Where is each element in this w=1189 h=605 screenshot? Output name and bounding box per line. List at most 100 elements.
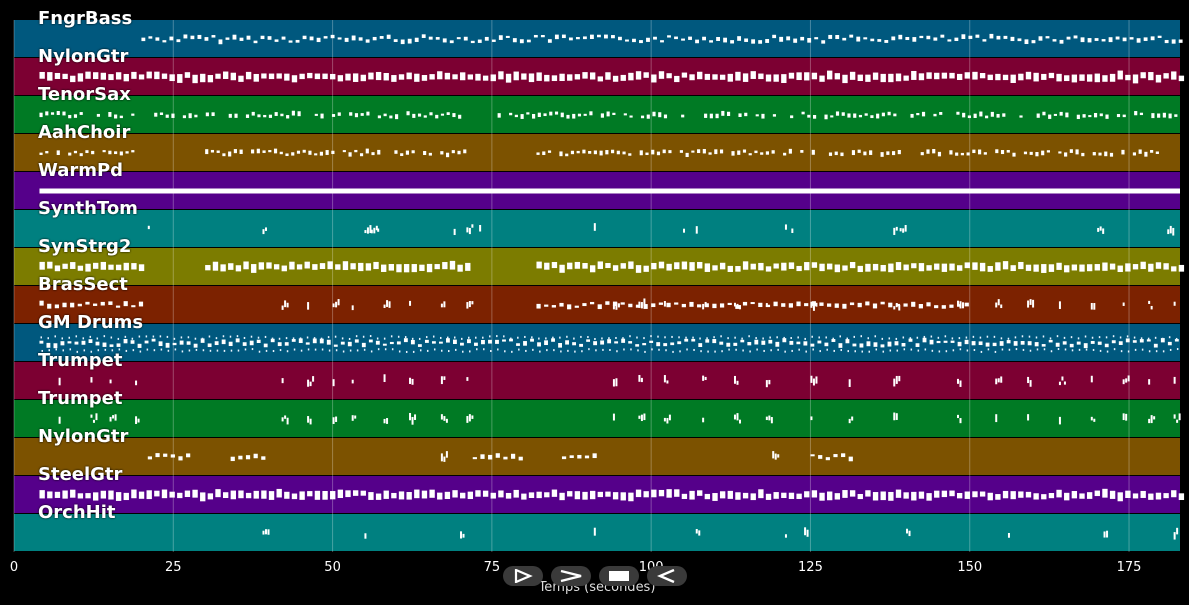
note-event: [286, 302, 289, 308]
note: [291, 339, 296, 342]
note: [903, 303, 908, 307]
note: [903, 492, 909, 499]
note: [497, 113, 501, 118]
note: [834, 264, 841, 273]
note: [475, 73, 481, 81]
note: [956, 111, 960, 115]
stop-button[interactable]: [599, 566, 639, 586]
note-event: [281, 378, 284, 384]
note: [1025, 71, 1032, 80]
note: [299, 491, 305, 500]
note-event: [1058, 381, 1061, 386]
note: [1002, 74, 1009, 81]
forward-button[interactable]: [551, 566, 591, 586]
note: [941, 305, 946, 309]
rewind-icon: [657, 569, 675, 583]
track-label: TenorSax: [38, 84, 131, 105]
note: [1057, 348, 1060, 351]
note: [222, 71, 229, 79]
note-event: [615, 302, 618, 310]
note-event: [772, 451, 775, 459]
note-event: [267, 529, 270, 535]
note: [300, 349, 303, 352]
note: [604, 34, 608, 39]
rewind-button[interactable]: [647, 566, 687, 586]
note: [55, 348, 58, 351]
note: [800, 150, 804, 153]
note: [741, 337, 743, 340]
note: [863, 37, 868, 40]
note-event: [92, 419, 95, 423]
note: [375, 340, 380, 345]
note: [592, 453, 597, 459]
note-event: [1153, 416, 1156, 420]
note-event: [806, 529, 809, 537]
note: [876, 113, 880, 119]
note: [90, 350, 93, 353]
note: [429, 112, 433, 116]
note: [941, 72, 948, 79]
note: [1127, 350, 1130, 353]
note: [559, 151, 563, 157]
note: [1036, 348, 1039, 351]
note: [734, 336, 736, 339]
note: [704, 303, 709, 308]
note: [979, 111, 983, 117]
play-button[interactable]: [503, 566, 543, 586]
note: [573, 337, 575, 340]
note: [702, 36, 706, 41]
note: [1164, 39, 1169, 44]
note: [887, 111, 891, 116]
note: [194, 337, 197, 340]
note: [650, 335, 652, 338]
note: [544, 492, 550, 498]
note-event: [617, 303, 620, 308]
note: [582, 149, 586, 154]
note: [519, 39, 524, 44]
note-event: [956, 378, 959, 384]
note: [614, 341, 619, 344]
note: [536, 261, 542, 269]
note: [123, 301, 128, 307]
note: [1010, 74, 1016, 83]
note: [587, 336, 589, 339]
note: [846, 337, 848, 340]
note: [750, 493, 756, 501]
note: [559, 336, 561, 339]
note: [377, 115, 381, 119]
note: [267, 36, 272, 40]
note: [291, 110, 295, 116]
note: [291, 493, 298, 500]
note: [320, 337, 323, 340]
note: [983, 152, 987, 155]
note: [750, 71, 756, 79]
note-event: [445, 451, 448, 458]
note: [123, 73, 129, 82]
note: [605, 491, 611, 497]
note: [154, 490, 160, 497]
note-event: [738, 419, 741, 424]
note: [215, 337, 218, 340]
track-lane: [14, 362, 1180, 399]
note: [360, 490, 366, 496]
note: [628, 72, 634, 81]
note: [296, 264, 303, 270]
note: [396, 264, 402, 273]
note: [902, 336, 905, 339]
note: [223, 349, 226, 352]
note: [54, 265, 61, 272]
note: [1178, 264, 1185, 272]
note: [781, 303, 786, 307]
note-event: [898, 375, 901, 382]
note: [727, 490, 733, 499]
note-event: [702, 375, 705, 381]
note: [131, 337, 134, 340]
note: [138, 264, 145, 272]
note: [349, 349, 352, 352]
note-event: [638, 415, 641, 419]
note: [1090, 340, 1095, 344]
note: [567, 74, 573, 81]
note-event: [895, 226, 898, 231]
note: [551, 261, 558, 269]
note: [628, 261, 634, 269]
